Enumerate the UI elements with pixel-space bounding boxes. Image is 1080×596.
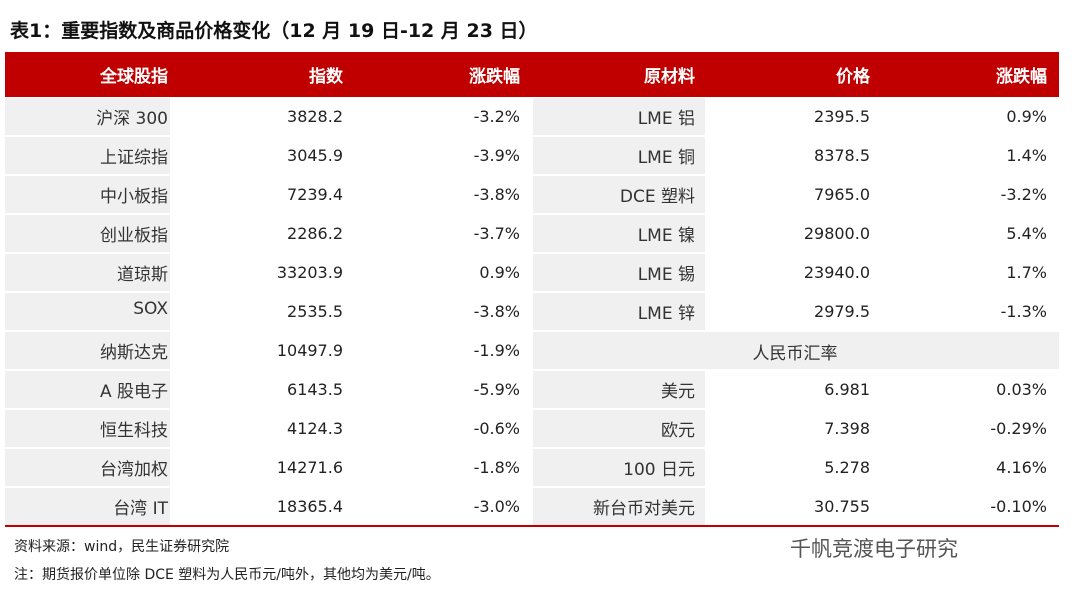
header-bar [5, 52, 1059, 97]
cell: -5.9% [473, 380, 520, 399]
title: 表1：重要指数及商品价格变化（12 月 19 日-12 月 23 日） [10, 20, 538, 42]
cell: -0.6% [473, 419, 520, 438]
header-cell: 涨跌幅 [469, 67, 520, 87]
header-cell: 指数 [309, 67, 343, 87]
row-label: LME 锌 [637, 304, 695, 324]
cell: 2286.2 [287, 224, 343, 243]
row-label: 道琼斯 [117, 265, 168, 285]
cell: 7.398 [824, 419, 870, 438]
row-label: 纳斯达克 [100, 343, 168, 363]
row-label: 新台币对美元 [593, 499, 695, 519]
row-label: 创业板指 [100, 226, 168, 246]
cell: 4.16% [996, 458, 1047, 477]
label-bg [5, 137, 170, 174]
label-bg [533, 371, 705, 408]
section-label: 人民币汇率 [752, 344, 838, 364]
cell: 0.9% [1006, 107, 1047, 126]
cell: 7965.0 [814, 185, 870, 204]
cell: 14271.6 [276, 458, 343, 477]
row-label: 台湾 IT [113, 499, 168, 519]
bottom-rule [5, 525, 1059, 527]
cell: 10497.9 [276, 341, 343, 360]
note: 注：期货报价单位除 DCE 塑料为人民币元/吨外，其他均为美元/吨。 [14, 567, 440, 583]
header-cell: 全球股指 [100, 67, 168, 87]
row-label: LME 铝 [637, 109, 695, 129]
row-label: 台湾加权 [100, 460, 168, 480]
cell: 18365.4 [276, 497, 343, 516]
header-cell: 原材料 [644, 67, 695, 87]
cell: 8378.5 [814, 146, 870, 165]
cell: -0.29% [990, 419, 1047, 438]
label-bg [533, 449, 705, 486]
cell: -1.9% [473, 341, 520, 360]
cell: -3.9% [473, 146, 520, 165]
row-label: 上证综指 [100, 148, 168, 168]
row-label: 恒生科技 [100, 421, 168, 441]
label-bg [533, 176, 705, 213]
label-bg [533, 98, 705, 135]
cell: 3045.9 [287, 146, 343, 165]
row-label: 欧元 [661, 421, 695, 441]
row-label: DCE 塑料 [619, 187, 695, 207]
cell: 4124.3 [287, 419, 343, 438]
cell: -3.8% [473, 302, 520, 321]
cell: 3828.2 [287, 107, 343, 126]
cell: 23940.0 [803, 263, 870, 282]
label-bg [5, 332, 170, 369]
cell: -3.8% [473, 185, 520, 204]
cell: 5.278 [824, 458, 870, 477]
label-bg [5, 410, 170, 447]
row-label: 沪深 300 [96, 109, 168, 129]
header-cell: 涨跌幅 [996, 67, 1047, 87]
cell: -3.2% [473, 107, 520, 126]
cell: 0.03% [996, 380, 1047, 399]
cell: 1.4% [1006, 146, 1047, 165]
cell: -1.3% [1000, 302, 1047, 321]
label-bg [5, 488, 170, 525]
cell: -3.0% [473, 497, 520, 516]
cell: 7239.4 [287, 185, 343, 204]
cell: 29800.0 [803, 224, 870, 243]
cell: 2979.5 [814, 302, 870, 321]
label-bg [533, 488, 705, 525]
header-cell: 价格 [836, 67, 870, 87]
row-label: SOX [133, 299, 168, 319]
row-label: 美元 [661, 382, 695, 402]
row-label: A 股电子 [99, 382, 168, 402]
label-bg [5, 215, 170, 252]
cell: 30.755 [814, 497, 870, 516]
cell: -0.10% [990, 497, 1047, 516]
cell: 2535.5 [287, 302, 343, 321]
label-bg [5, 371, 170, 408]
section-bg [533, 332, 1059, 369]
cell: 2395.5 [814, 107, 870, 126]
label-bg [5, 449, 170, 486]
cell: 5.4% [1006, 224, 1047, 243]
label-bg [5, 293, 170, 330]
label-bg [533, 410, 705, 447]
row-label: LME 铜 [637, 148, 695, 168]
label-bg [5, 176, 170, 213]
label-bg [5, 98, 170, 135]
label-bg [533, 137, 705, 174]
watermark: 千帆竞渡电子研究 [790, 537, 958, 561]
label-bg [533, 254, 705, 291]
cell: 6.981 [824, 380, 870, 399]
cell: -3.2% [1000, 185, 1047, 204]
label-bg [533, 215, 705, 252]
label-bg [5, 254, 170, 291]
cell: 0.9% [479, 263, 520, 282]
label-bg [533, 293, 705, 330]
cell: -3.7% [473, 224, 520, 243]
cell: 1.7% [1006, 263, 1047, 282]
cell: 6143.5 [287, 380, 343, 399]
cell: -1.8% [473, 458, 520, 477]
cell: 33203.9 [276, 263, 343, 282]
row-label: 中小板指 [100, 187, 168, 207]
source-note: 资料来源：wind，民生证券研究院 [14, 539, 230, 555]
row-label: 100 日元 [623, 460, 695, 480]
row-label: LME 锡 [637, 265, 695, 285]
row-label: LME 镍 [637, 226, 695, 246]
